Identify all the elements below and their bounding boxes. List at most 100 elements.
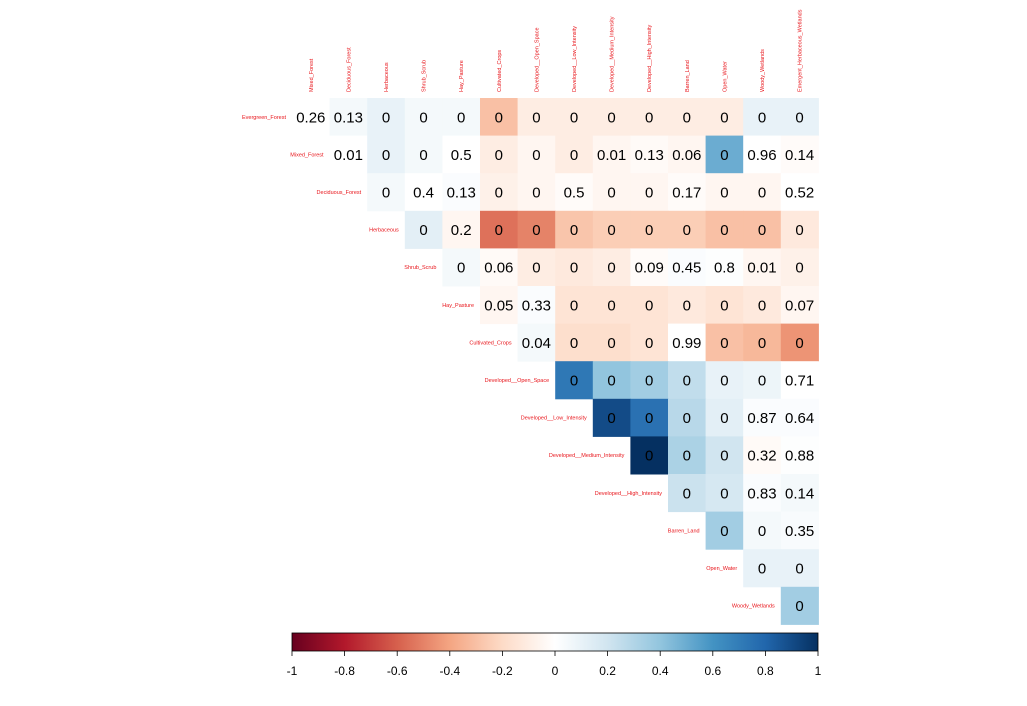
heatmap-cells: 0.26 0.13 0 0 0 0 0 0 0 0 0 0 0 0 0.01 0 0 0.5 0 0 0 0.01 0.13… — [292, 98, 819, 625]
heatmap-cell — [592, 173, 631, 212]
cell-value-label: 0.35 — [785, 523, 814, 540]
column-label: Mixed_Forest — [309, 58, 315, 92]
row-label: Open_Water — [706, 566, 737, 572]
heatmap-cell — [780, 135, 819, 174]
heatmap-cell — [630, 248, 669, 287]
heatmap-cell — [367, 98, 406, 137]
heatmap-cell — [555, 210, 594, 249]
heatmap-cell — [743, 173, 782, 212]
cell-value-label: 0 — [720, 373, 728, 390]
colorbar-tick-label: 0.4 — [652, 664, 669, 678]
heatmap-cell — [668, 98, 707, 137]
cell-value-label: 0.32 — [747, 448, 776, 465]
heatmap-cell — [442, 248, 481, 287]
heatmap-cell — [292, 98, 331, 137]
heatmap-cell — [630, 361, 669, 400]
cell-value-label: 0 — [607, 222, 615, 239]
cell-value-label: 0 — [607, 109, 615, 126]
heatmap-cell — [743, 549, 782, 588]
heatmap-cell — [668, 361, 707, 400]
heatmap-cell — [592, 248, 631, 287]
cell-value-label: 0 — [419, 109, 427, 126]
cell-value-label: 0.04 — [522, 335, 551, 352]
heatmap-cell — [705, 135, 744, 174]
heatmap-cell — [780, 398, 819, 437]
cell-value-label: 0.14 — [785, 485, 814, 502]
row-label: Shrub_Scrub — [404, 265, 436, 271]
cell-value-label: 0 — [645, 448, 653, 465]
heatmap-cell — [668, 173, 707, 212]
heatmap-cell — [780, 248, 819, 287]
cell-value-label: 0 — [758, 373, 766, 390]
heatmap-cell — [442, 135, 481, 174]
heatmap-cell — [668, 474, 707, 513]
heatmap-cell — [592, 286, 631, 325]
heatmap-cell — [592, 361, 631, 400]
heatmap-cell — [630, 173, 669, 212]
row-label: Mixed_Forest — [290, 152, 324, 158]
colorbar-tick-label: -0.6 — [387, 664, 408, 678]
colorbar-tick-label: -1 — [287, 664, 298, 678]
colorbar-tick-label: 1 — [815, 664, 822, 678]
heatmap-cell — [780, 549, 819, 588]
heatmap-cell — [329, 98, 368, 137]
heatmap-cell — [705, 98, 744, 137]
column-label: Developed__Open_Space — [534, 27, 540, 92]
cell-value-label: 0 — [495, 185, 503, 202]
heatmap-cell — [480, 135, 519, 174]
colorbar-tick-label: -0.2 — [492, 664, 513, 678]
heatmap-cell — [630, 323, 669, 362]
heatmap-cell — [780, 286, 819, 325]
heatmap-cell — [705, 511, 744, 550]
heatmap-cell — [780, 210, 819, 249]
cell-value-label: 0 — [720, 485, 728, 502]
heatmap-cell — [780, 98, 819, 137]
cell-value-label: 0 — [795, 109, 803, 126]
cell-value-label: 0 — [532, 222, 540, 239]
cell-value-label: 0 — [720, 185, 728, 202]
heatmap-cell — [592, 323, 631, 362]
column-label: Herbaceous — [384, 62, 390, 92]
cell-value-label: 0 — [683, 222, 691, 239]
cell-value-label: 0 — [607, 297, 615, 314]
cell-value-label: 0.06 — [672, 147, 701, 164]
cell-value-label: 0 — [382, 109, 390, 126]
cell-value-label: 0.52 — [785, 185, 814, 202]
colorbar-tick-label: -0.4 — [439, 664, 460, 678]
heatmap-cell — [668, 210, 707, 249]
column-label: Barren_Land — [685, 60, 691, 92]
cell-value-label: 0 — [532, 109, 540, 126]
cell-value-label: 0 — [683, 485, 691, 502]
heatmap-cell — [442, 173, 481, 212]
cell-value-label: 0.01 — [747, 260, 776, 277]
colorbar-tick-label: 0.2 — [599, 664, 616, 678]
column-label: Developed__Low_Intensity — [572, 26, 578, 92]
cell-value-label: 0.5 — [564, 185, 585, 202]
heatmap-cell — [705, 436, 744, 475]
cell-value-label: 0.88 — [785, 448, 814, 465]
row-label: Hay_Pasture — [442, 303, 474, 309]
cell-value-label: 0 — [795, 260, 803, 277]
cell-value-label: 0 — [570, 222, 578, 239]
colorbar-tick-label: 0 — [552, 664, 559, 678]
heatmap-cell — [517, 286, 556, 325]
colorbar-tick-label: 0.6 — [704, 664, 721, 678]
heatmap-cell — [743, 361, 782, 400]
heatmap-cell — [705, 173, 744, 212]
cell-value-label: 0.01 — [334, 147, 363, 164]
heatmap-cell — [705, 286, 744, 325]
row-label: Developed__High_Intensity — [595, 491, 663, 497]
heatmap-cell — [705, 361, 744, 400]
cell-value-label: 0 — [570, 297, 578, 314]
cell-value-label: 0 — [683, 448, 691, 465]
row-label: Developed__Open_Space — [485, 378, 550, 384]
cell-value-label: 0.33 — [522, 297, 551, 314]
cell-value-label: 0.26 — [296, 109, 325, 126]
cell-value-label: 0.2 — [451, 222, 472, 239]
column-labels: Mixed_Forest Deciduous_Forest Herbaceous Sh… — [309, 9, 804, 92]
heatmap-cell — [705, 398, 744, 437]
colorbar-tick-label: 0.8 — [757, 664, 774, 678]
heatmap-cell — [367, 173, 406, 212]
cell-value-label: 0 — [495, 147, 503, 164]
cell-value-label: 0 — [495, 109, 503, 126]
